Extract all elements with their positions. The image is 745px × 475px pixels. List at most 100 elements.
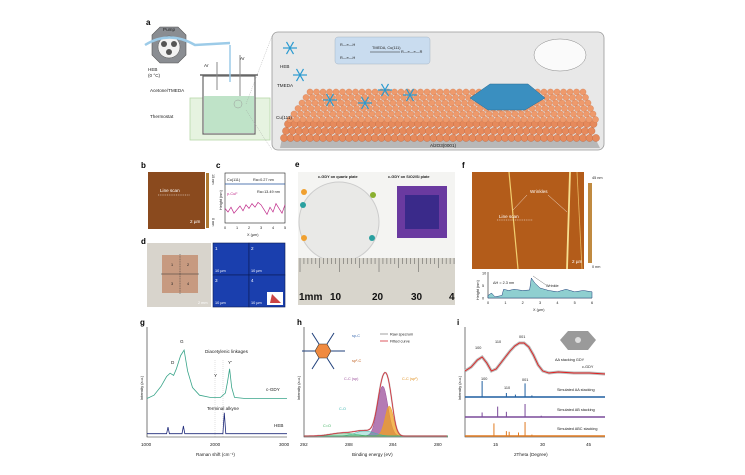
cu-atom	[545, 99, 553, 107]
cu-atom	[394, 110, 402, 118]
cu-atom	[411, 105, 419, 112]
cu-atom	[392, 127, 401, 135]
cu-atom	[567, 105, 575, 112]
reaction-conditions: TMEDA, Cu(111)	[372, 46, 401, 50]
wrinkles-label: Wrinkles	[530, 189, 548, 194]
cu-atom	[559, 116, 567, 123]
cu-atom	[316, 110, 324, 118]
cu-atom	[537, 110, 545, 118]
cu-atom	[321, 127, 329, 135]
profile-ticks: 0 1 2 3 4 5 6 0 5 10	[482, 272, 593, 306]
cu-atom	[345, 116, 352, 123]
cu-atom	[428, 99, 436, 107]
quartz-label: c-GDY on quartz plate	[318, 175, 358, 179]
cu-atom	[311, 99, 319, 107]
cu-atom	[439, 94, 446, 101]
sim-aa-label: Simulated AA stacking	[557, 388, 595, 392]
map-4-scale: 10 µm	[251, 301, 262, 305]
series-label-c-gdy: c-GDY	[266, 387, 280, 392]
cu-atom	[396, 99, 403, 107]
cu-atom	[384, 134, 392, 142]
cu-atom	[360, 127, 368, 135]
cu-atom	[469, 88, 476, 96]
sim-peak-110: 110	[504, 386, 510, 390]
cu-atom	[572, 116, 580, 123]
heb-temp-label: (0 °C)	[148, 73, 161, 78]
cu-atom	[585, 134, 594, 142]
cu-atom	[405, 127, 414, 135]
thermostat-bath	[189, 45, 271, 141]
cu-atom	[307, 105, 315, 112]
cu-atom	[401, 110, 408, 118]
x-tick: 4	[556, 301, 558, 305]
x-tick: 6	[591, 301, 593, 305]
solvent-label: Acetone/TMEDA	[150, 88, 185, 93]
cu-atom	[423, 88, 431, 96]
cu-atom	[315, 94, 323, 101]
map-1-label: 1	[215, 246, 218, 251]
cu-atom	[475, 116, 482, 123]
axes	[303, 327, 448, 438]
cu-atom	[334, 127, 342, 135]
map-3-scale: 10 µm	[215, 301, 226, 305]
colorbar-min: 0 nm	[592, 265, 600, 269]
cu-atom	[455, 116, 463, 123]
annotation-y-prime: Y'	[228, 360, 232, 365]
cu-atom	[472, 110, 480, 118]
cu-atom	[584, 99, 592, 107]
cu-atom	[348, 94, 355, 101]
cu-atom	[355, 110, 363, 118]
quadrant-2: 2	[187, 263, 189, 267]
y-tick: 0	[482, 297, 484, 301]
cu-atom	[456, 88, 463, 96]
heb-molecule	[329, 99, 335, 107]
cu-atom	[568, 127, 576, 135]
thermostat-label: Thermostat	[150, 114, 174, 119]
reactant-1: R—≡—H	[340, 43, 356, 47]
cu-atom	[503, 127, 511, 135]
series-c-gdy	[146, 349, 287, 399]
cu-atom	[562, 94, 570, 101]
cu-atom	[572, 134, 581, 142]
cu-atom	[454, 99, 462, 107]
cu-atom	[325, 116, 333, 123]
cu-atom	[589, 110, 597, 118]
cu-atom	[354, 94, 362, 101]
cu-atom	[437, 105, 445, 112]
cu-atom	[490, 127, 498, 135]
cu-atom	[452, 94, 459, 101]
cu-roughness: Ra=0.27 nm	[253, 178, 274, 182]
cu-atom	[372, 105, 380, 112]
cu-atom	[342, 110, 350, 118]
cu-atom	[420, 110, 428, 118]
cu-atom	[511, 110, 519, 118]
cu-atom	[365, 88, 372, 96]
cu-atom	[332, 88, 340, 96]
line-scan-label: Line scan	[499, 214, 519, 219]
x-tick: 5	[284, 226, 286, 230]
cu-atom	[301, 105, 308, 112]
sim-peak-100: 100	[481, 377, 487, 381]
cu-atom	[345, 134, 353, 142]
gdy-monomer-icon	[302, 332, 345, 370]
x-tick: 1000	[141, 442, 152, 447]
cu-atom	[351, 116, 359, 123]
cu-atom	[494, 134, 503, 142]
y-axis-label: Intensity (a.u.)	[140, 375, 144, 400]
cu-atom	[522, 127, 531, 135]
x-tick: 3	[260, 226, 262, 230]
aa-stacking-model-icon	[560, 331, 596, 350]
cu-atom	[338, 116, 346, 123]
cu-atom	[539, 99, 546, 107]
cu-atom	[569, 94, 576, 101]
cu-atom	[576, 110, 584, 118]
cu-atom	[403, 116, 411, 123]
cu-atom	[442, 134, 451, 142]
cu-atom	[349, 110, 356, 118]
cu-atom	[442, 116, 450, 123]
cu-atom	[337, 99, 345, 107]
cu-atom	[335, 94, 342, 101]
delta-h-label: ΔH = 2.3 nm	[493, 281, 514, 285]
cu-atom	[431, 127, 440, 135]
cu-atom	[546, 134, 555, 142]
